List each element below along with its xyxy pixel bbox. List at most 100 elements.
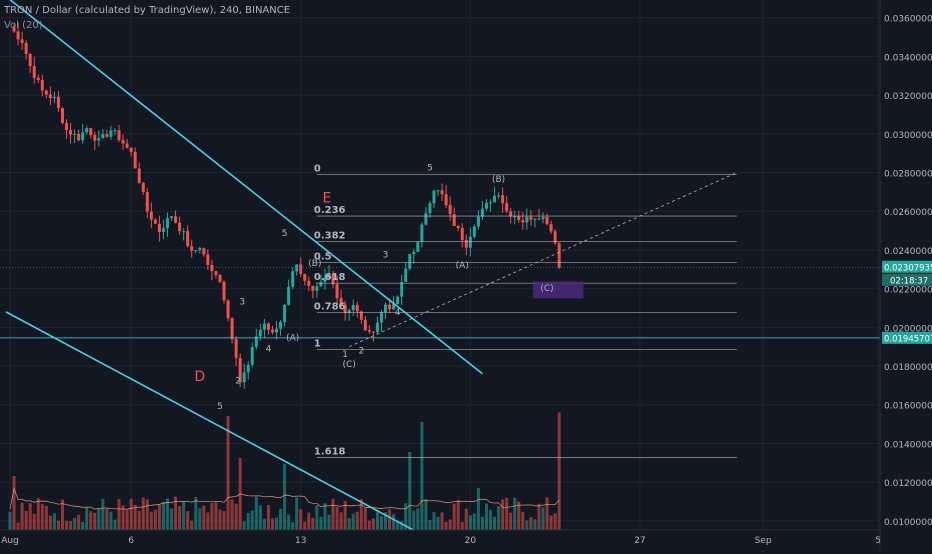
volume-bar [363, 507, 367, 530]
fib-level-label: 0.5 [314, 252, 332, 263]
candle-body [60, 108, 64, 123]
volume-bar [420, 422, 424, 530]
volume-bar [476, 488, 480, 530]
volume-bar [319, 516, 323, 530]
volume-bar [194, 497, 198, 530]
candle [553, 228, 557, 245]
candle [355, 301, 359, 318]
volume-bar [210, 502, 214, 530]
candle-body [101, 134, 105, 139]
candle-body [178, 222, 182, 232]
candle-body [105, 134, 109, 137]
candle [12, 24, 16, 34]
volume-bar [468, 515, 472, 530]
volume-bar [533, 519, 537, 530]
x-tick-label: 13 [295, 536, 306, 546]
candle [210, 259, 214, 281]
candle [311, 285, 315, 299]
candle-body [501, 195, 505, 204]
candle [93, 131, 97, 151]
candle-body [335, 284, 339, 299]
volume-bar [230, 499, 234, 530]
volume-bar [101, 498, 105, 530]
volume-bar [460, 522, 464, 530]
volume-bar [105, 508, 109, 530]
candle [254, 328, 258, 350]
candle-body [476, 216, 480, 227]
candle [145, 187, 149, 219]
candle-body [153, 219, 157, 224]
volume-bar [246, 513, 250, 530]
volume-bar [323, 503, 327, 530]
fib-level-label: 0.618 [314, 272, 346, 283]
volume-bar [472, 513, 476, 530]
candle-body [456, 225, 460, 229]
volume-bar [436, 516, 440, 530]
candle-body [89, 128, 93, 136]
candle-body [379, 312, 383, 323]
volume-bar [60, 499, 64, 530]
candle [16, 22, 20, 46]
volume-bar [347, 518, 351, 530]
volume-bar [190, 520, 194, 530]
candle [234, 336, 238, 366]
candle [174, 210, 178, 224]
candle [456, 224, 460, 232]
candle [279, 320, 283, 336]
candle-body [121, 140, 125, 144]
candle [141, 181, 145, 195]
candle [448, 196, 452, 221]
candle-body [493, 195, 497, 203]
wave-label: 4 [395, 308, 401, 318]
candle-body [97, 138, 101, 141]
volume-bar [339, 512, 343, 530]
candle-body [44, 90, 48, 95]
candle [529, 210, 533, 226]
candle-body [513, 216, 517, 218]
candle-body [448, 205, 452, 215]
candle [60, 107, 64, 125]
volume-bar [351, 513, 355, 530]
candle-series [12, 22, 561, 389]
candle [533, 218, 537, 228]
volume-bar [206, 512, 210, 530]
candle [89, 127, 93, 139]
volume-bar [291, 522, 295, 530]
candle [444, 185, 448, 209]
dashed-trendline [349, 172, 738, 348]
candle [198, 246, 202, 254]
volume-bar [161, 502, 165, 530]
candle [250, 342, 254, 368]
candle-body [388, 304, 392, 310]
candle [307, 276, 311, 292]
candle-body [109, 130, 113, 137]
volume-bar [448, 519, 452, 530]
candle-body [323, 278, 327, 282]
candle-body [202, 248, 206, 255]
candle [170, 216, 174, 222]
volume-bar [513, 497, 517, 530]
volume-bar [266, 504, 270, 530]
candle [363, 316, 367, 331]
volume-bar [109, 511, 113, 530]
candle [230, 317, 234, 344]
volume-bar [254, 496, 258, 530]
candle [335, 275, 339, 305]
volume-bar [400, 521, 404, 530]
candle-body [65, 122, 69, 130]
candle [545, 213, 549, 226]
volume-bar [553, 513, 557, 530]
x-tick-label: 5 [875, 536, 881, 546]
fib-level-label: 0.382 [314, 231, 346, 242]
candle-body [275, 328, 279, 333]
candle-body [553, 231, 557, 244]
candle [73, 129, 77, 143]
x-tick-label: 20 [465, 536, 477, 546]
volume-bar [287, 514, 291, 530]
candle [412, 249, 416, 264]
